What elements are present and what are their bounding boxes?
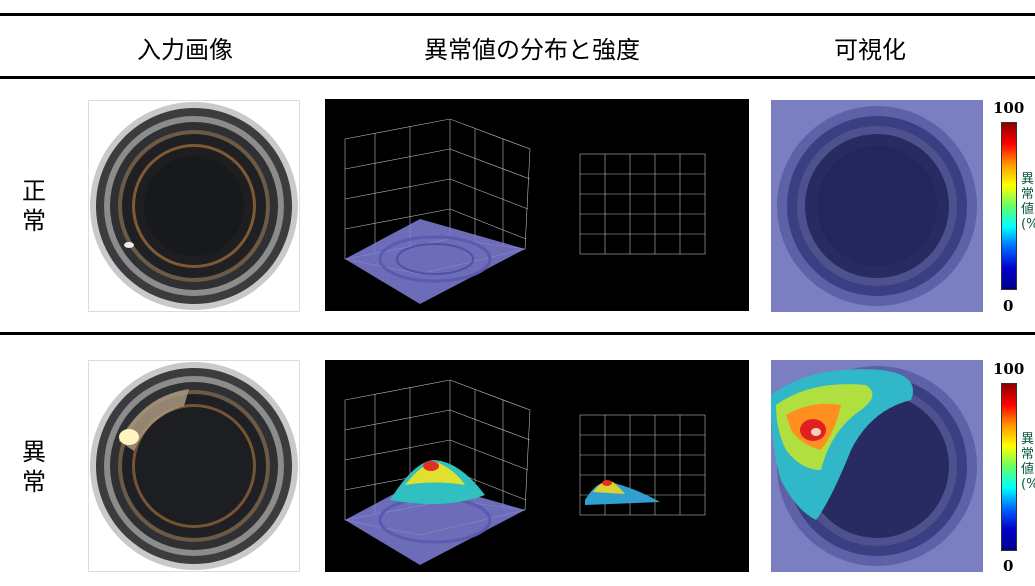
colorbar-label-normal: 異 常 値 (% bbox=[1021, 172, 1035, 232]
colorbar-min-normal: 0 bbox=[1003, 297, 1014, 315]
header-rule bbox=[0, 76, 1035, 79]
header-visualization: 可視化 bbox=[834, 36, 906, 64]
overlay-image-anomaly bbox=[771, 360, 983, 572]
colorbar-anomaly bbox=[1001, 383, 1017, 551]
input-image-anomaly bbox=[88, 360, 300, 572]
colorbar-max-anomaly: 100 bbox=[993, 360, 1025, 378]
colorbar-min-anomaly: 0 bbox=[1003, 557, 1014, 575]
top-rule bbox=[0, 13, 1035, 16]
colorbar-max-normal: 100 bbox=[993, 99, 1025, 117]
overlay-image-normal bbox=[771, 100, 983, 312]
header-anomaly-distribution: 異常値の分布と強度 bbox=[424, 36, 640, 64]
anomaly-3d-plot-anomaly bbox=[325, 360, 749, 572]
input-image-normal bbox=[88, 100, 300, 312]
colorbar-label-anomaly: 異 常 値 (% bbox=[1021, 432, 1035, 492]
row-label-anomaly: 異常 bbox=[22, 438, 46, 496]
header-input-image: 入力画像 bbox=[137, 36, 233, 64]
row-label-normal: 正常 bbox=[22, 177, 46, 235]
anomaly-3d-plot-normal bbox=[325, 99, 749, 311]
colorbar-normal bbox=[1001, 122, 1017, 290]
row-divider bbox=[0, 332, 1035, 335]
